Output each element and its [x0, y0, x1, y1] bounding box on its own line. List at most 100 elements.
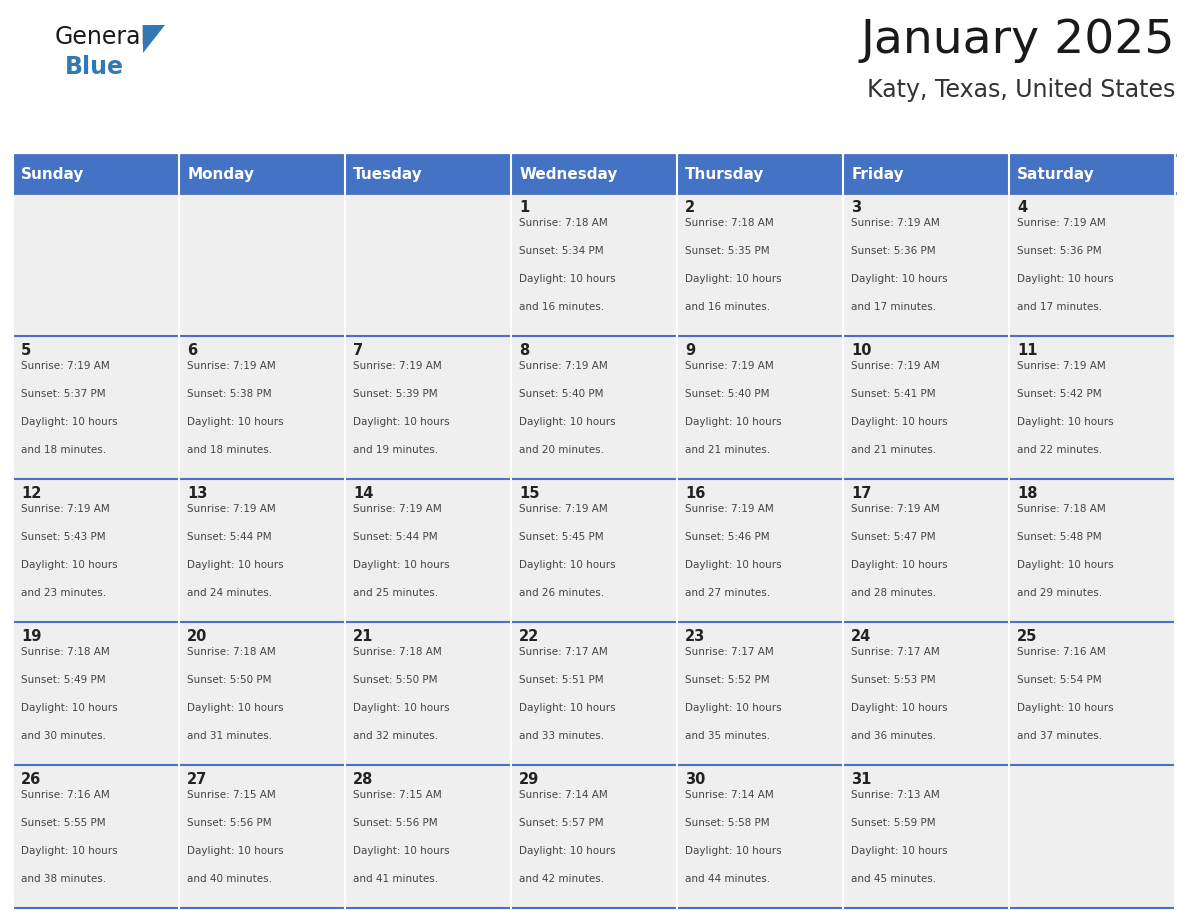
- Text: and 16 minutes.: and 16 minutes.: [685, 302, 771, 312]
- Text: and 31 minutes.: and 31 minutes.: [188, 732, 272, 742]
- Text: Sunrise: 7:19 AM: Sunrise: 7:19 AM: [353, 504, 442, 514]
- Text: Sunset: 5:38 PM: Sunset: 5:38 PM: [188, 389, 272, 399]
- Text: Sunrise: 7:19 AM: Sunrise: 7:19 AM: [519, 361, 608, 371]
- Text: and 18 minutes.: and 18 minutes.: [21, 445, 107, 455]
- Text: 16: 16: [685, 486, 706, 501]
- Text: 13: 13: [188, 486, 208, 501]
- Bar: [13, 193, 179, 336]
- Bar: [511, 479, 677, 622]
- Text: and 44 minutes.: and 44 minutes.: [685, 874, 771, 884]
- Text: Daylight: 10 hours: Daylight: 10 hours: [353, 846, 450, 856]
- Text: 28: 28: [353, 772, 374, 787]
- Bar: [677, 193, 843, 336]
- Text: Daylight: 10 hours: Daylight: 10 hours: [1017, 417, 1114, 427]
- Text: Sunset: 5:49 PM: Sunset: 5:49 PM: [21, 675, 106, 685]
- Text: Sunset: 5:44 PM: Sunset: 5:44 PM: [353, 532, 438, 543]
- Text: General: General: [55, 25, 148, 49]
- Text: 29: 29: [519, 772, 539, 787]
- Text: 9: 9: [685, 343, 695, 358]
- Text: and 33 minutes.: and 33 minutes.: [519, 732, 605, 742]
- Text: Sunrise: 7:15 AM: Sunrise: 7:15 AM: [188, 790, 276, 800]
- Text: and 16 minutes.: and 16 minutes.: [519, 302, 605, 312]
- Text: Sunset: 5:44 PM: Sunset: 5:44 PM: [188, 532, 272, 543]
- Bar: [843, 336, 1009, 479]
- Bar: [1009, 479, 1175, 622]
- Text: Friday: Friday: [852, 166, 904, 182]
- Text: 24: 24: [852, 629, 872, 644]
- Text: Sunrise: 7:19 AM: Sunrise: 7:19 AM: [852, 504, 940, 514]
- Bar: [1009, 336, 1175, 479]
- Text: Sunset: 5:39 PM: Sunset: 5:39 PM: [353, 389, 438, 399]
- Text: and 32 minutes.: and 32 minutes.: [353, 732, 438, 742]
- Text: Sunrise: 7:19 AM: Sunrise: 7:19 AM: [519, 504, 608, 514]
- Text: Sunset: 5:52 PM: Sunset: 5:52 PM: [685, 675, 770, 685]
- Text: Monday: Monday: [188, 166, 254, 182]
- Text: Sunset: 5:55 PM: Sunset: 5:55 PM: [21, 818, 106, 828]
- Text: Thursday: Thursday: [685, 166, 765, 182]
- Text: Sunrise: 7:19 AM: Sunrise: 7:19 AM: [685, 504, 775, 514]
- Text: and 28 minutes.: and 28 minutes.: [852, 588, 936, 599]
- Text: Sunrise: 7:13 AM: Sunrise: 7:13 AM: [852, 790, 940, 800]
- Text: and 45 minutes.: and 45 minutes.: [852, 874, 936, 884]
- Text: Sunrise: 7:19 AM: Sunrise: 7:19 AM: [353, 361, 442, 371]
- Text: Sunset: 5:53 PM: Sunset: 5:53 PM: [852, 675, 936, 685]
- Text: Daylight: 10 hours: Daylight: 10 hours: [1017, 274, 1114, 285]
- Polygon shape: [143, 25, 165, 53]
- Text: Daylight: 10 hours: Daylight: 10 hours: [1017, 703, 1114, 713]
- Text: Sunset: 5:43 PM: Sunset: 5:43 PM: [21, 532, 106, 543]
- Bar: [1009, 193, 1175, 336]
- Bar: [13, 765, 179, 908]
- Bar: [1009, 765, 1175, 908]
- Text: Daylight: 10 hours: Daylight: 10 hours: [852, 274, 948, 285]
- Text: 7: 7: [353, 343, 364, 358]
- Text: Saturday: Saturday: [1017, 166, 1095, 182]
- Text: Sunset: 5:50 PM: Sunset: 5:50 PM: [353, 675, 438, 685]
- Bar: [677, 479, 843, 622]
- Text: Sunset: 5:57 PM: Sunset: 5:57 PM: [519, 818, 604, 828]
- Bar: [511, 193, 677, 336]
- Text: 31: 31: [852, 772, 872, 787]
- Text: Daylight: 10 hours: Daylight: 10 hours: [519, 846, 615, 856]
- Text: 27: 27: [188, 772, 208, 787]
- Text: and 22 minutes.: and 22 minutes.: [1017, 445, 1102, 455]
- Text: Daylight: 10 hours: Daylight: 10 hours: [685, 703, 782, 713]
- Text: Daylight: 10 hours: Daylight: 10 hours: [353, 417, 450, 427]
- Bar: [677, 336, 843, 479]
- Bar: [843, 155, 1009, 193]
- Text: and 40 minutes.: and 40 minutes.: [188, 874, 272, 884]
- Text: Sunrise: 7:17 AM: Sunrise: 7:17 AM: [852, 647, 940, 657]
- Bar: [179, 155, 345, 193]
- Bar: [179, 765, 345, 908]
- Text: Daylight: 10 hours: Daylight: 10 hours: [188, 417, 284, 427]
- Text: Sunrise: 7:19 AM: Sunrise: 7:19 AM: [852, 361, 940, 371]
- Text: Sunrise: 7:18 AM: Sunrise: 7:18 AM: [1017, 504, 1106, 514]
- Text: Sunset: 5:40 PM: Sunset: 5:40 PM: [519, 389, 604, 399]
- Text: Katy, Texas, United States: Katy, Texas, United States: [866, 78, 1175, 102]
- Text: Sunset: 5:50 PM: Sunset: 5:50 PM: [188, 675, 272, 685]
- Bar: [1009, 622, 1175, 765]
- Bar: [179, 336, 345, 479]
- Text: Sunrise: 7:19 AM: Sunrise: 7:19 AM: [21, 504, 110, 514]
- Text: 20: 20: [188, 629, 208, 644]
- Text: 15: 15: [519, 486, 539, 501]
- Text: Sunset: 5:35 PM: Sunset: 5:35 PM: [685, 246, 770, 256]
- Text: Wednesday: Wednesday: [519, 166, 618, 182]
- Text: Daylight: 10 hours: Daylight: 10 hours: [188, 846, 284, 856]
- Bar: [179, 479, 345, 622]
- Bar: [843, 765, 1009, 908]
- Text: 19: 19: [21, 629, 42, 644]
- Text: Daylight: 10 hours: Daylight: 10 hours: [685, 846, 782, 856]
- Text: and 20 minutes.: and 20 minutes.: [519, 445, 605, 455]
- Text: and 17 minutes.: and 17 minutes.: [852, 302, 936, 312]
- Text: 17: 17: [852, 486, 872, 501]
- Text: Sunrise: 7:19 AM: Sunrise: 7:19 AM: [1017, 218, 1106, 228]
- Bar: [13, 622, 179, 765]
- Bar: [511, 622, 677, 765]
- Bar: [345, 336, 511, 479]
- Text: Sunset: 5:36 PM: Sunset: 5:36 PM: [1017, 246, 1102, 256]
- Bar: [677, 155, 843, 193]
- Text: Daylight: 10 hours: Daylight: 10 hours: [21, 417, 118, 427]
- Bar: [13, 479, 179, 622]
- Text: Daylight: 10 hours: Daylight: 10 hours: [519, 703, 615, 713]
- Text: Sunrise: 7:17 AM: Sunrise: 7:17 AM: [685, 647, 775, 657]
